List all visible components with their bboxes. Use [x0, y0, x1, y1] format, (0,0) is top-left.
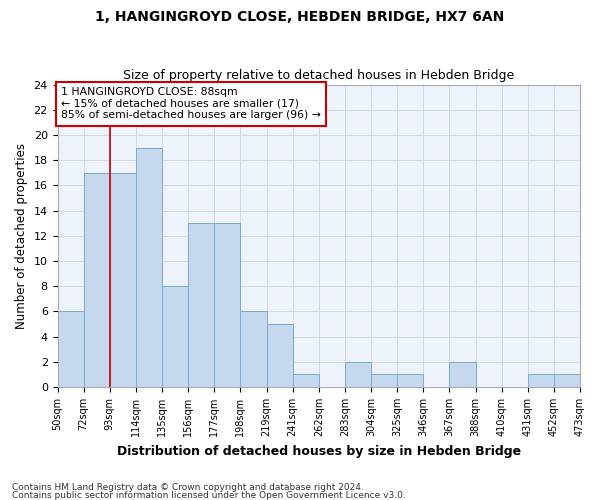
Bar [83, 173, 110, 387]
Text: Contains HM Land Registry data © Crown copyright and database right 2024.: Contains HM Land Registry data © Crown c… [12, 484, 364, 492]
Bar [58, 312, 83, 387]
Title: Size of property relative to detached houses in Hebden Bridge: Size of property relative to detached ho… [123, 69, 514, 82]
Y-axis label: Number of detached properties: Number of detached properties [15, 143, 28, 329]
Bar [110, 173, 136, 387]
Bar [449, 362, 476, 387]
Bar [345, 362, 371, 387]
Bar [397, 374, 423, 387]
X-axis label: Distribution of detached houses by size in Hebden Bridge: Distribution of detached houses by size … [117, 444, 521, 458]
Bar [528, 374, 554, 387]
Bar [554, 374, 580, 387]
Text: 1, HANGINGROYD CLOSE, HEBDEN BRIDGE, HX7 6AN: 1, HANGINGROYD CLOSE, HEBDEN BRIDGE, HX7… [95, 10, 505, 24]
Bar [214, 223, 241, 387]
Bar [266, 324, 293, 387]
Bar [371, 374, 397, 387]
Bar [162, 286, 188, 387]
Bar [293, 374, 319, 387]
Text: Contains public sector information licensed under the Open Government Licence v3: Contains public sector information licen… [12, 491, 406, 500]
Bar [188, 223, 214, 387]
Text: 1 HANGINGROYD CLOSE: 88sqm
← 15% of detached houses are smaller (17)
85% of semi: 1 HANGINGROYD CLOSE: 88sqm ← 15% of deta… [61, 87, 321, 120]
Bar [136, 148, 162, 387]
Bar [241, 312, 266, 387]
